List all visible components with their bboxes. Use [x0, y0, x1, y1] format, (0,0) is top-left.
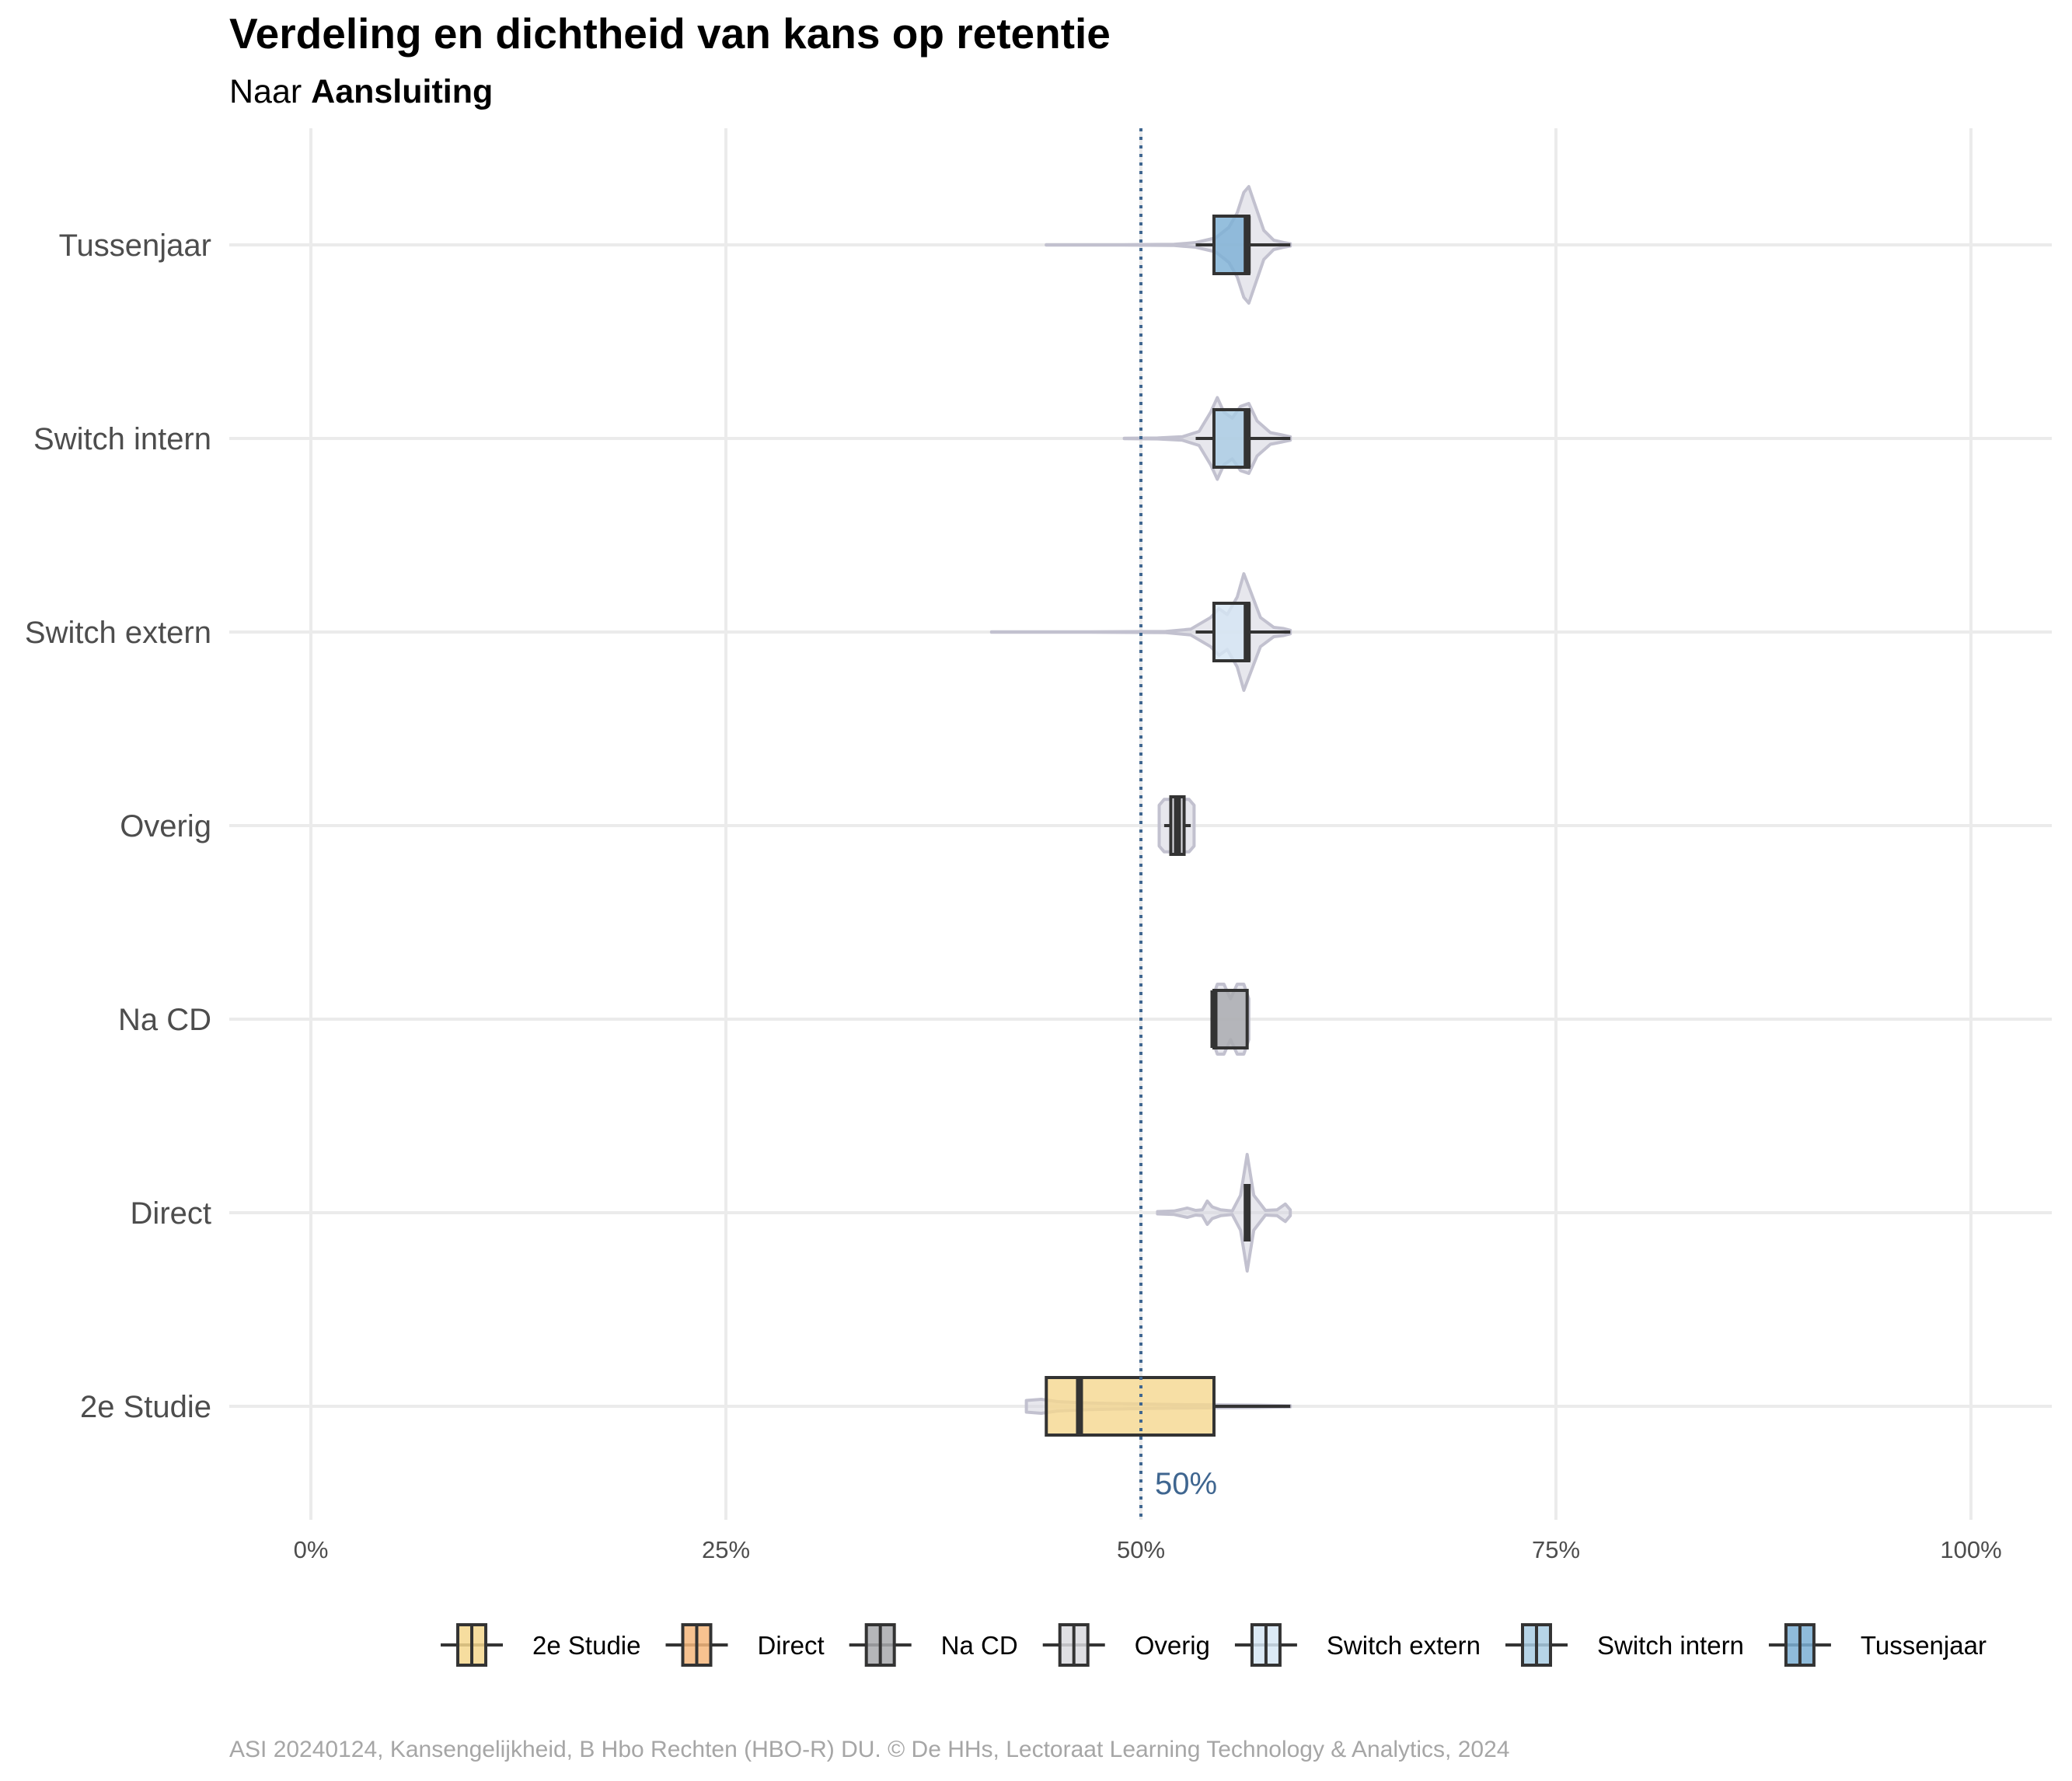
- legend-item-direct: Direct: [665, 1623, 825, 1667]
- legend-item-overig: Overig: [1042, 1623, 1210, 1667]
- boxplot-2e-studie: [1045, 1376, 1291, 1437]
- legend-label: 2e Studie: [532, 1631, 640, 1660]
- legend-label: Na CD: [941, 1631, 1018, 1660]
- y-tick-label: Direct: [131, 1196, 211, 1231]
- x-tick-label: 100%: [1940, 1536, 2001, 1563]
- legend-item-na-cd: Na CD: [849, 1623, 1018, 1667]
- x-tick-label: 50%: [1117, 1536, 1165, 1563]
- violin-direct: [1156, 1153, 1292, 1273]
- subtitle-bold: Aansluiting: [311, 73, 493, 110]
- y-tick-label: Tussenjaar: [59, 229, 211, 263]
- box: [1212, 602, 1251, 662]
- chart-caption: ASI 20240124, Kansengelijkheid, B Hbo Re…: [229, 1737, 1509, 1762]
- boxplot-na-cd: [1210, 989, 1249, 1049]
- box: [1212, 215, 1251, 275]
- x-axis: 0% 25% 50% 75% 100%: [294, 1536, 2002, 1563]
- box: [1212, 408, 1251, 469]
- boxplot-switch-intern: [1195, 408, 1291, 469]
- legend-label: Tussenjaar: [1861, 1631, 1987, 1660]
- legend-label: Overig: [1135, 1631, 1210, 1660]
- x-tick-label: 75%: [1532, 1536, 1580, 1563]
- legend: 2e Studie Direct Na CD Overig Switch extern S…: [441, 1623, 1987, 1667]
- legend-label: Switch extern: [1327, 1631, 1481, 1660]
- chart-subtitle: Naar Aansluiting: [229, 73, 493, 110]
- x-tick-label: 0%: [294, 1536, 329, 1563]
- boxplots: [1045, 215, 1291, 1437]
- legend-item-2e-studie: 2e Studie: [441, 1623, 640, 1667]
- legend-label: Switch intern: [1597, 1631, 1744, 1660]
- subtitle-prefix: Naar: [229, 73, 311, 110]
- boxplot-overig: [1163, 795, 1191, 856]
- boxplot-tussenjaar: [1195, 215, 1291, 275]
- reference-line-label: 50%: [1155, 1467, 1217, 1501]
- y-axis: Tussenjaar Switch intern Switch extern Over…: [25, 229, 211, 1424]
- legend-item-switch-extern: Switch extern: [1234, 1623, 1481, 1667]
- chart-title: Verdeling en dichtheid van kans op reten…: [229, 9, 1111, 58]
- box: [1045, 1376, 1216, 1437]
- box: [1212, 989, 1249, 1049]
- y-tick-label: Switch intern: [33, 422, 211, 456]
- y-tick-label: Overig: [120, 809, 211, 843]
- x-tick-label: 25%: [702, 1536, 750, 1563]
- boxplot-switch-extern: [1195, 602, 1291, 662]
- y-tick-label: Switch extern: [25, 616, 211, 650]
- legend-item-tussenjaar: Tussenjaar: [1768, 1623, 1987, 1667]
- reference-line-group: 50%: [1139, 128, 1217, 1520]
- legend-item-switch-intern: Switch intern: [1505, 1623, 1744, 1667]
- y-tick-label: 2e Studie: [80, 1390, 211, 1424]
- legend-label: Direct: [757, 1631, 824, 1660]
- y-tick-label: Na CD: [118, 1003, 211, 1037]
